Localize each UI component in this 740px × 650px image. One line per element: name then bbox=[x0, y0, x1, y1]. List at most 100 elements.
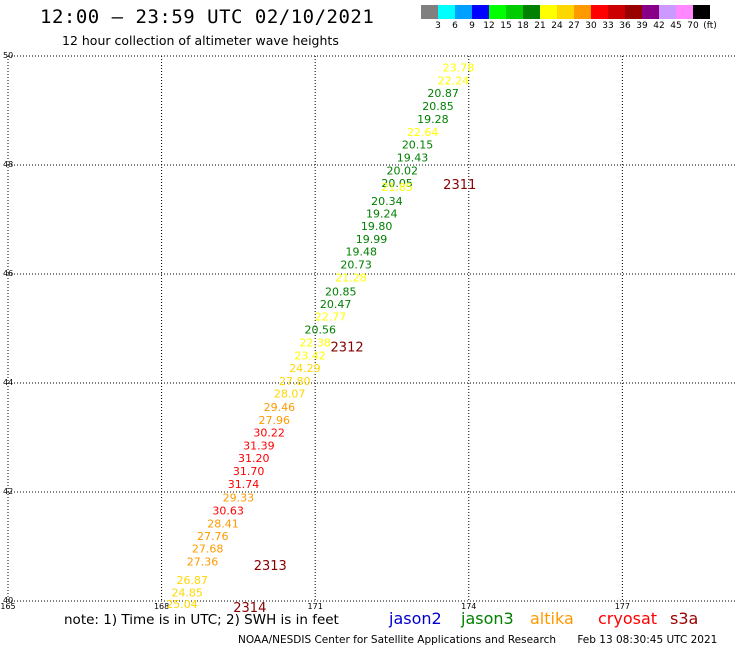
legend-label: 18 bbox=[517, 21, 529, 31]
legend-label: 33 bbox=[602, 21, 614, 31]
legend-label: 30 bbox=[585, 21, 597, 31]
legend-swatch bbox=[591, 5, 608, 19]
longitude-label: 168 bbox=[154, 602, 169, 611]
latitude-label: 42 bbox=[3, 487, 13, 496]
wave-height-point: 19.24 bbox=[366, 207, 398, 220]
wave-height-point: 27.80 bbox=[279, 375, 311, 388]
legend-swatch bbox=[574, 5, 591, 19]
page-subtitle: 12 hour collection of altimeter wave hei… bbox=[62, 33, 339, 48]
pass-number-label: 2311 bbox=[443, 178, 476, 193]
wave-height-point: 31.74 bbox=[228, 478, 260, 491]
wave-height-point: 19.80 bbox=[361, 220, 393, 233]
wave-height-point: 27.68 bbox=[192, 542, 224, 555]
longitude-label: 174 bbox=[461, 602, 476, 611]
pass-number-label: 2312 bbox=[331, 340, 364, 355]
legend-swatch bbox=[472, 5, 489, 19]
note-text: note: 1) Time is in UTC; 2) SWH is in fe… bbox=[64, 612, 339, 628]
legend-label: 27 bbox=[568, 21, 580, 31]
legend-swatch bbox=[421, 5, 438, 19]
wave-height-point: 22.77 bbox=[315, 310, 347, 323]
wave-height-point: 21.85 bbox=[381, 181, 413, 194]
legend-label: 70 bbox=[687, 21, 699, 31]
wave-height-point: 20.56 bbox=[305, 323, 337, 336]
satellite-label-s3a: s3a bbox=[670, 609, 699, 628]
wave-height-point: 24.85 bbox=[171, 587, 203, 600]
legend-label: 6 bbox=[452, 21, 458, 31]
legend-swatch bbox=[642, 5, 659, 19]
latitude-label: 46 bbox=[3, 269, 13, 278]
wave-height-point: 21.28 bbox=[335, 272, 367, 285]
satellite-label-altika: altika bbox=[530, 609, 574, 628]
legend-label: 3 bbox=[435, 21, 441, 31]
wave-height-point: 20.87 bbox=[427, 87, 459, 100]
legend-swatch bbox=[523, 5, 540, 19]
legend-swatch bbox=[489, 5, 506, 19]
wave-height-point: 23.78 bbox=[443, 61, 475, 74]
legend-swatch bbox=[438, 5, 455, 19]
wave-height-point: 24.29 bbox=[289, 362, 321, 375]
wave-height-point: 25.04 bbox=[166, 598, 198, 611]
latitude-label: 40 bbox=[3, 596, 13, 605]
pass-number-label: 2313 bbox=[254, 559, 287, 574]
longitude-label: 165 bbox=[0, 602, 15, 611]
legend-label: 21 bbox=[534, 21, 546, 31]
wave-height-point: 28.41 bbox=[207, 517, 239, 530]
legend-swatch bbox=[557, 5, 574, 19]
wave-height-point: 28.07 bbox=[274, 388, 306, 401]
pass-number-label: 2314 bbox=[233, 601, 266, 616]
wave-height-point: 20.73 bbox=[340, 259, 372, 272]
wave-height-point: 31.20 bbox=[238, 452, 270, 465]
color-legend: 3 6 9 12 15 18 21 24 27 30 33 36 39 42 45 70 (ft) bbox=[421, 5, 717, 33]
wave-height-point: 23.42 bbox=[294, 350, 326, 363]
wave-height-point: 19.99 bbox=[356, 233, 388, 246]
wave-height-point: 19.28 bbox=[417, 113, 449, 126]
satellite-label-cryosat: cryosat bbox=[598, 609, 658, 628]
legend-label: 12 bbox=[483, 21, 495, 31]
legend-swatch bbox=[540, 5, 557, 19]
wave-height-point: 22.38 bbox=[299, 336, 331, 349]
wave-height-point: 29.46 bbox=[264, 401, 296, 414]
latitude-label: 50 bbox=[3, 51, 13, 60]
satellite-label-jason2: jason2 bbox=[389, 609, 442, 628]
wave-height-point: 30.22 bbox=[253, 426, 285, 439]
legend-label: 24 bbox=[551, 21, 563, 31]
legend-label: (ft) bbox=[703, 21, 717, 31]
legend-label: 45 bbox=[670, 21, 682, 31]
legend-label: 15 bbox=[500, 21, 512, 31]
wave-height-point: 20.47 bbox=[320, 298, 352, 311]
wave-height-point: 20.15 bbox=[402, 139, 434, 152]
wave-height-point: 20.85 bbox=[422, 100, 454, 113]
legend-swatch bbox=[659, 5, 676, 19]
wave-height-point: 19.43 bbox=[397, 152, 429, 165]
wave-height-point: 31.70 bbox=[233, 465, 265, 478]
longitude-label: 177 bbox=[615, 602, 630, 611]
latitude-label: 44 bbox=[3, 378, 13, 387]
wave-height-point: 22.24 bbox=[438, 74, 470, 87]
page-title: 12:00 – 23:59 UTC 02/10/2021 bbox=[40, 6, 375, 28]
wave-height-point: 29.33 bbox=[223, 491, 255, 504]
wave-height-point: 30.63 bbox=[212, 504, 244, 517]
legend-swatch bbox=[676, 5, 693, 19]
legend-swatch bbox=[608, 5, 625, 19]
legend-swatch bbox=[625, 5, 642, 19]
wave-height-point: 26.87 bbox=[177, 574, 209, 587]
footer: NOAA/NESDIS Center for Satellite Applica… bbox=[238, 634, 717, 646]
legend-label: 42 bbox=[653, 21, 665, 31]
legend-swatches bbox=[421, 5, 710, 19]
legend-swatch bbox=[455, 5, 472, 19]
wave-height-point: 27.76 bbox=[197, 530, 229, 543]
latitude-label: 48 bbox=[3, 160, 13, 169]
wave-height-point: 20.85 bbox=[325, 285, 357, 298]
wave-height-point: 20.02 bbox=[386, 164, 418, 177]
legend-label: 9 bbox=[469, 21, 475, 31]
satellite-label-jason3: jason3 bbox=[461, 609, 514, 628]
longitude-label: 171 bbox=[308, 602, 323, 611]
wave-height-point: 19.48 bbox=[346, 245, 378, 258]
wave-height-point: 20.05 bbox=[381, 177, 413, 190]
wave-height-point: 27.96 bbox=[258, 414, 290, 427]
legend-labels: 3 6 9 12 15 18 21 24 27 30 33 36 39 42 45 70 (ft) bbox=[421, 19, 717, 33]
wave-height-point: 20.34 bbox=[371, 195, 403, 208]
wave-height-point: 31.39 bbox=[243, 439, 275, 452]
legend-swatch bbox=[693, 5, 710, 19]
